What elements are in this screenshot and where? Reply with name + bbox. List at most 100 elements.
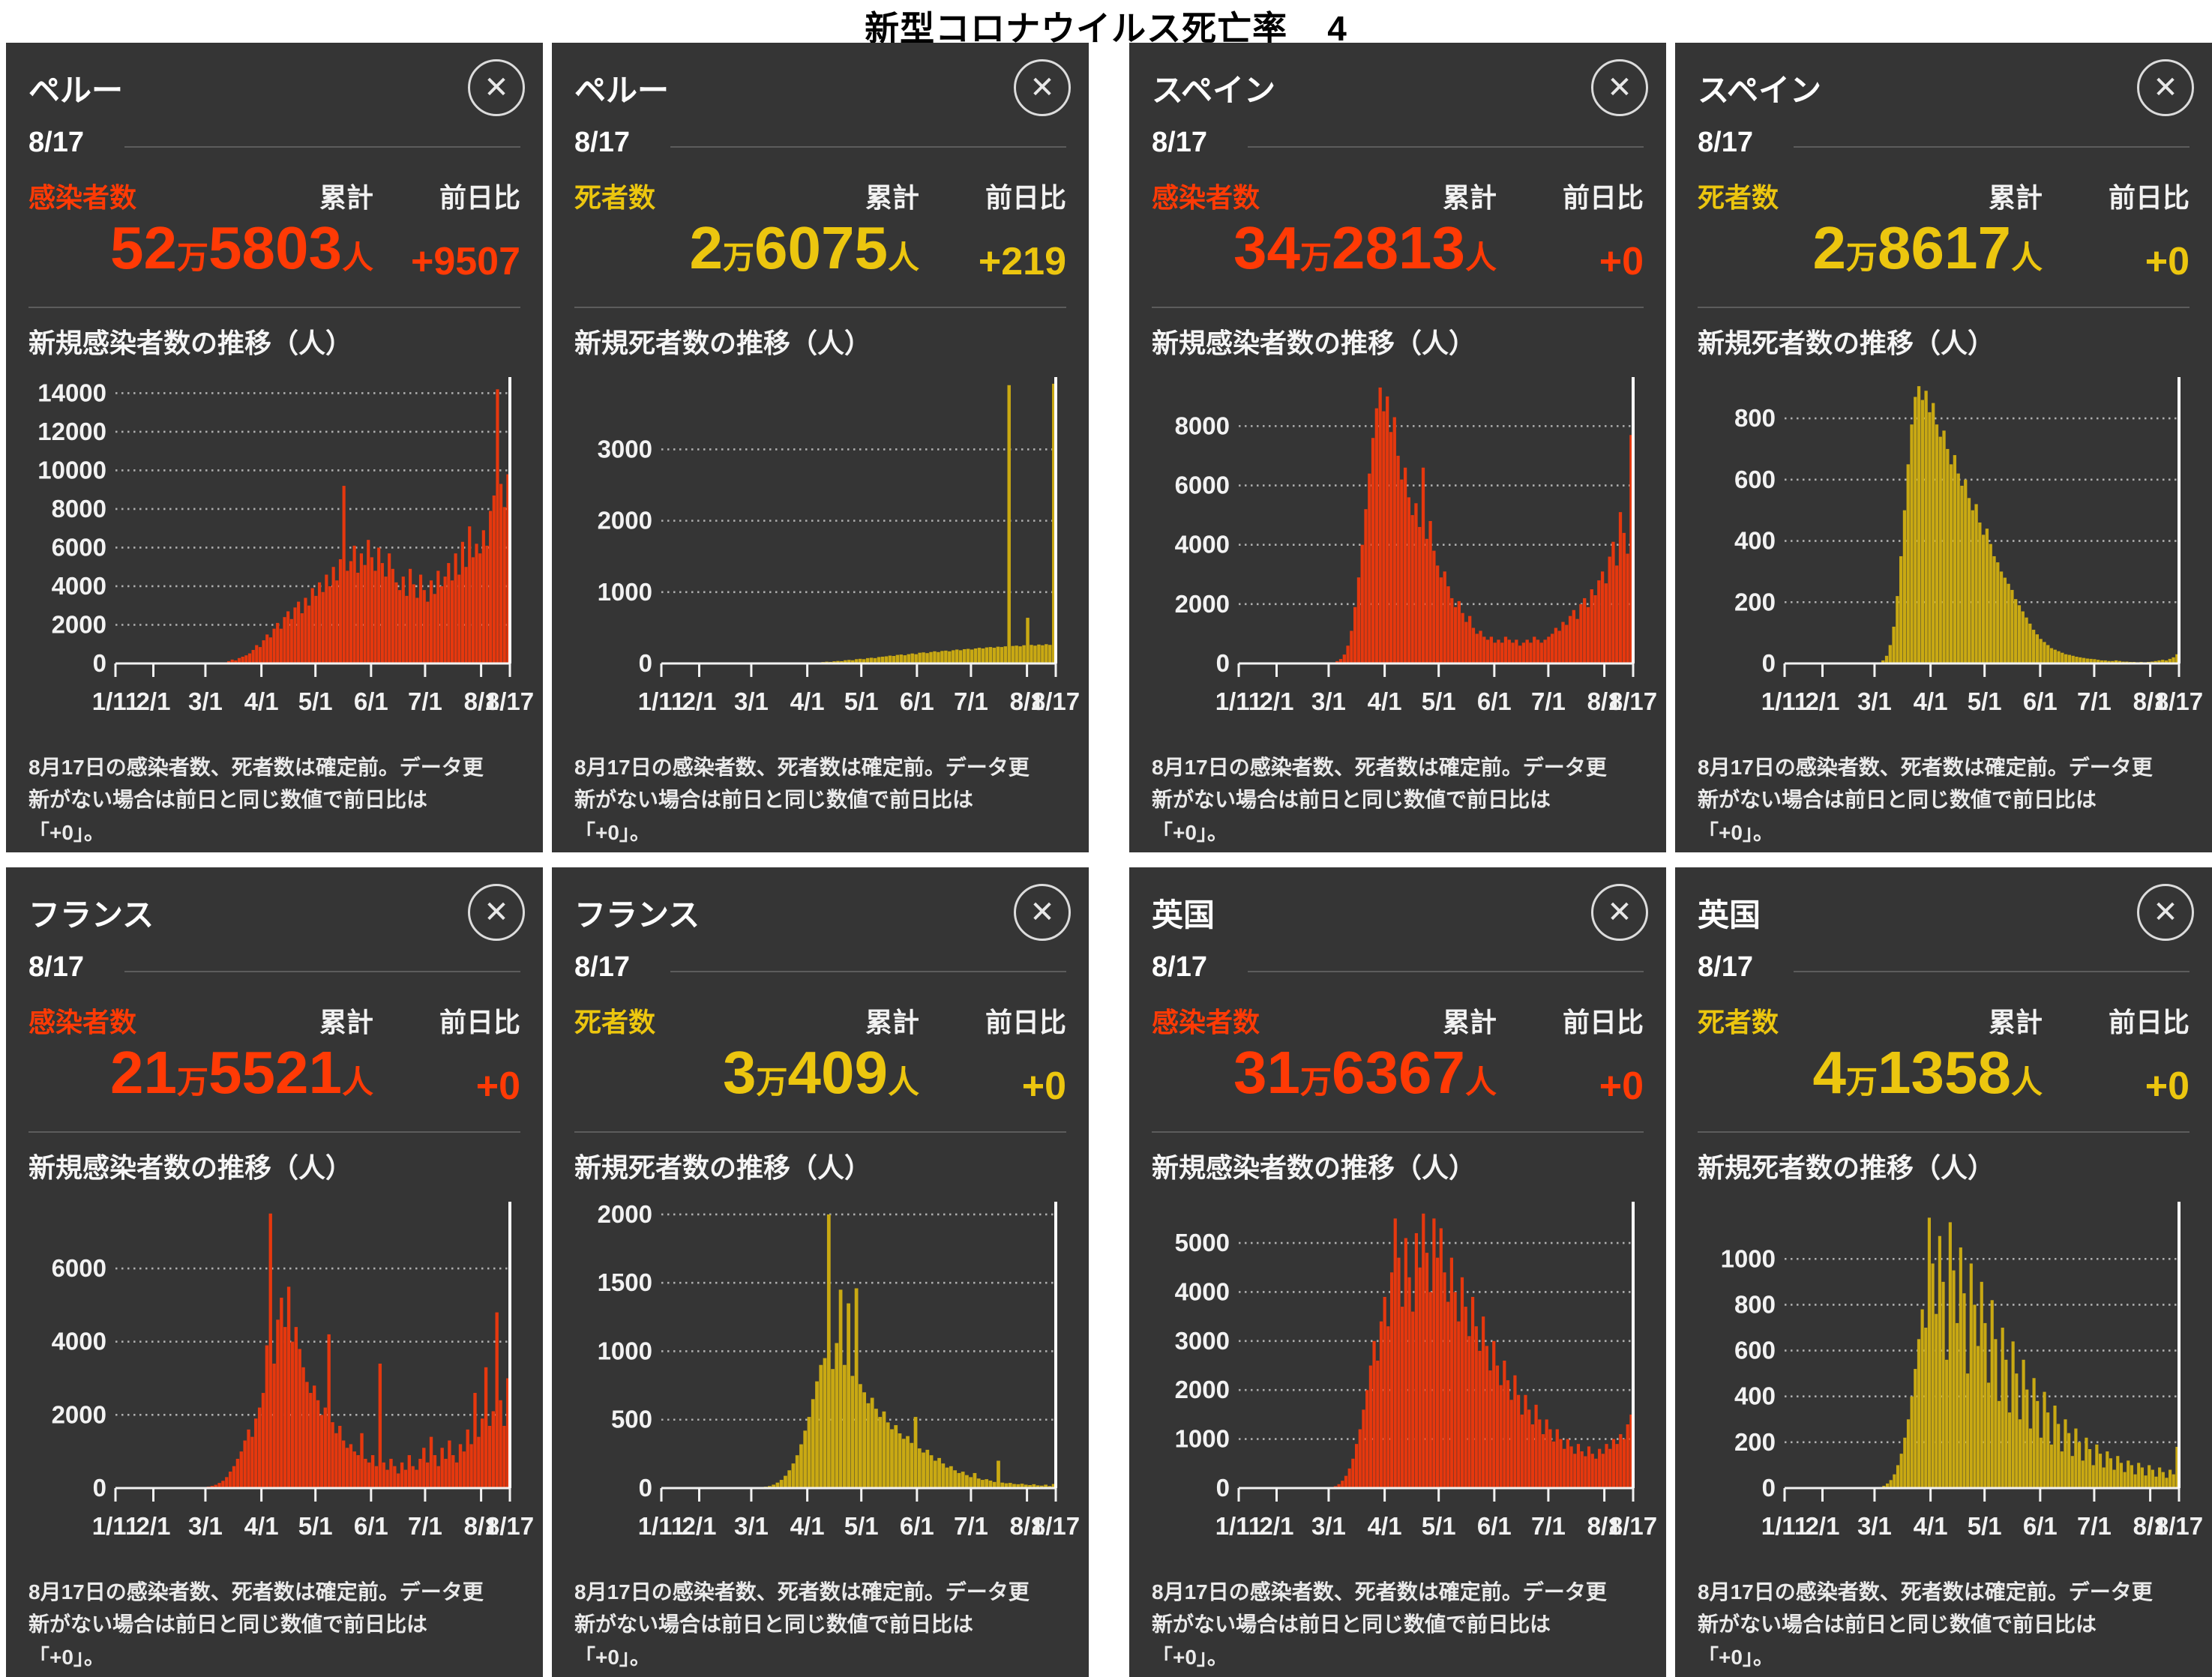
close-icon: ✕: [2153, 71, 2178, 104]
svg-text:6/1: 6/1: [1477, 687, 1512, 715]
card-date: 8/17: [1698, 951, 1753, 983]
stat-header-row: 死者数 累計 前日比: [1698, 1001, 2190, 1038]
footer-line: 「+0」。: [28, 820, 105, 844]
close-button[interactable]: ✕: [1014, 59, 1071, 116]
svg-text:8/17: 8/17: [486, 1512, 534, 1540]
card-separator: [574, 307, 1066, 308]
svg-text:400: 400: [1734, 527, 1776, 555]
trend-chart: 1000 2000 3000 4000 5000 0 1/112/1 3/1 4/1 5/1 6/1…: [1175, 1202, 1657, 1540]
date-rule: [1248, 971, 1644, 972]
day-change-label: 前日比: [985, 182, 1066, 213]
svg-text:600: 600: [1734, 1337, 1776, 1364]
svg-text:0: 0: [1762, 1474, 1776, 1502]
svg-text:8/1: 8/1: [1010, 1512, 1045, 1540]
footer-line: 新がない場合は前日と同じ数値で前日比は: [574, 788, 974, 812]
svg-text:2000: 2000: [52, 1400, 106, 1428]
svg-text:3000: 3000: [598, 435, 652, 463]
svg-text:800: 800: [1734, 404, 1776, 432]
date-row: 8/17: [574, 951, 1066, 987]
svg-text:2/1: 2/1: [1260, 687, 1294, 715]
footer-line: 8月17日の感染者数、死者数は確定前。データ更: [1698, 756, 2153, 779]
cumulative-label: 累計: [1988, 182, 2043, 213]
close-button[interactable]: ✕: [468, 59, 525, 116]
page-title: 新型コロナウイルス死亡率__4: [865, 9, 1347, 48]
svg-text:0: 0: [1216, 649, 1230, 677]
value-row: 34万2813人 +0: [1152, 214, 1644, 289]
svg-text:6/1: 6/1: [2023, 687, 2058, 715]
date-row: 8/17: [574, 127, 1066, 163]
svg-text:4/1: 4/1: [244, 1512, 279, 1540]
svg-text:5/1: 5/1: [1968, 687, 2002, 715]
svg-text:6000: 6000: [1175, 472, 1230, 499]
svg-text:2000: 2000: [52, 610, 106, 638]
svg-text:4/1: 4/1: [1914, 1512, 1948, 1540]
value-rest: 1358: [1878, 1039, 2011, 1106]
date-row: 8/17: [1152, 951, 1644, 987]
stat-card-英国-infected: 英国 ✕ 8/17 感染者数 累計 前日比 31万6367人 +0 新規感染者数…: [1129, 867, 1666, 1677]
date-row: 8/17: [1698, 127, 2190, 163]
person-unit: 人: [1464, 1065, 1497, 1100]
svg-text:500: 500: [611, 1406, 652, 1433]
day-change-value: +0: [2145, 1065, 2190, 1108]
svg-text:2/1: 2/1: [682, 1512, 717, 1540]
close-button[interactable]: ✕: [1014, 884, 1071, 941]
man-unit-icon: 万: [723, 240, 755, 275]
card-separator: [574, 1131, 1066, 1133]
cumulative-value: 2万8617人: [1698, 214, 2043, 283]
svg-text:7/1: 7/1: [408, 1512, 442, 1540]
svg-text:1/11: 1/11: [638, 687, 685, 715]
svg-text:8/1: 8/1: [1587, 1512, 1622, 1540]
close-icon: ✕: [484, 71, 509, 104]
svg-text:1/11: 1/11: [1215, 1512, 1262, 1540]
card-date: 8/17: [574, 951, 630, 983]
close-button[interactable]: ✕: [1591, 884, 1648, 941]
trend-chart: 1000 2000 3000 0 1/112/1 3/1 4/1 5/1 6/1 7/1 8/18/…: [598, 377, 1080, 715]
footer-line: 新がない場合は前日と同じ数値で前日比は: [1152, 788, 1551, 812]
svg-text:6/1: 6/1: [1477, 1512, 1512, 1540]
card-country: フランス: [28, 897, 154, 933]
value-rest: 5521: [208, 1039, 342, 1106]
svg-text:600: 600: [1734, 466, 1776, 493]
svg-text:3/1: 3/1: [1311, 687, 1346, 715]
day-change-label: 前日比: [985, 1007, 1066, 1038]
svg-text:7/1: 7/1: [954, 1512, 988, 1540]
chart-title: 新規感染者数の推移（人）: [1152, 328, 1476, 358]
date-rule: [1248, 146, 1644, 148]
close-button[interactable]: ✕: [468, 884, 525, 941]
value-rest: 8617: [1878, 214, 2011, 281]
card-separator: [1698, 1131, 2190, 1133]
close-button[interactable]: ✕: [2137, 884, 2194, 941]
svg-text:12000: 12000: [37, 418, 106, 445]
person-unit: 人: [2010, 240, 2043, 275]
man-unit-icon: 万: [1300, 1065, 1332, 1100]
chart-title: 新規感染者数の推移（人）: [28, 328, 353, 358]
trend-chart: 200 400 600 800 1000 0 1/112/1 3/1 4/1 5/1 6/1 7/1 8…: [1721, 1202, 2203, 1540]
svg-text:1/11: 1/11: [92, 687, 139, 715]
footer-line: 「+0」。: [1698, 820, 1774, 844]
svg-text:8000: 8000: [1175, 412, 1230, 439]
svg-text:5/1: 5/1: [844, 687, 879, 715]
value-man: 21: [110, 1039, 177, 1106]
stat-card-フランス-deaths: フランス ✕ 8/17 死者数 累計 前日比 3万409人 +0 新規死者数の推…: [552, 867, 1089, 1677]
svg-text:1000: 1000: [1721, 1244, 1776, 1272]
date-rule: [670, 146, 1066, 148]
close-button[interactable]: ✕: [1591, 59, 1648, 116]
date-row: 8/17: [28, 951, 520, 987]
man-unit-icon: 万: [177, 1065, 209, 1100]
footer-line: 「+0」。: [1152, 1645, 1228, 1669]
svg-text:8/17: 8/17: [2155, 1512, 2203, 1540]
svg-text:7/1: 7/1: [408, 687, 442, 715]
value-row: 21万5521人 +0: [28, 1038, 520, 1113]
footer-line: 新がない場合は前日と同じ数値で前日比は: [1698, 788, 2097, 812]
date-rule: [1794, 971, 2190, 972]
card-country: 英国: [1698, 897, 1761, 933]
footer-line: 8月17日の感染者数、死者数は確定前。データ更: [1152, 756, 1607, 779]
footer-line: 新がない場合は前日と同じ数値で前日比は: [28, 1613, 428, 1637]
metric-label: 感染者数: [28, 182, 137, 213]
svg-text:14000: 14000: [37, 379, 106, 406]
close-button[interactable]: ✕: [2137, 59, 2194, 116]
cumulative-label: 累計: [319, 182, 373, 213]
day-change-label: 前日比: [1562, 182, 1644, 213]
card-date: 8/17: [28, 951, 84, 983]
